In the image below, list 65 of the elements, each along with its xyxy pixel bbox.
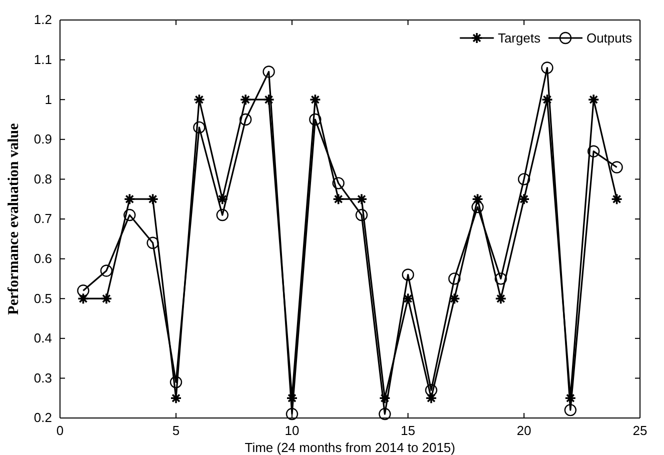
x-tick-label: 5 bbox=[172, 423, 180, 438]
point bbox=[356, 208, 368, 222]
x-axis-title: Time (24 months from 2014 to 2015) bbox=[244, 440, 456, 455]
point bbox=[588, 145, 600, 158]
point bbox=[193, 94, 206, 106]
point bbox=[146, 236, 159, 249]
y-tick-label: 0.8 bbox=[34, 171, 52, 186]
point bbox=[425, 392, 438, 404]
point bbox=[100, 264, 112, 277]
x-tick-label: 10 bbox=[284, 423, 300, 438]
y-axis-title: Performance evaluation value bbox=[6, 122, 22, 315]
point bbox=[309, 94, 322, 106]
point bbox=[124, 193, 136, 205]
point bbox=[216, 193, 228, 205]
point bbox=[610, 161, 623, 174]
point bbox=[541, 62, 554, 74]
y-tick-label: 1.2 bbox=[34, 12, 52, 28]
point bbox=[402, 292, 414, 304]
point bbox=[240, 113, 252, 126]
y-tick-label: 0.9 bbox=[34, 132, 52, 147]
point bbox=[518, 193, 530, 205]
point bbox=[146, 193, 159, 205]
point bbox=[402, 268, 414, 281]
y-tick-label: 0.3 bbox=[34, 370, 52, 386]
x-tick-label: 25 bbox=[632, 423, 648, 438]
y-tick-label: 0.6 bbox=[34, 250, 52, 266]
point bbox=[472, 193, 484, 205]
x-tick-label: 20 bbox=[516, 423, 532, 438]
point bbox=[309, 113, 322, 126]
x-tick-label: 15 bbox=[400, 423, 416, 438]
y-tick-label: 0.7 bbox=[34, 211, 52, 226]
point bbox=[286, 408, 298, 420]
point bbox=[193, 121, 206, 134]
point bbox=[378, 392, 391, 404]
point bbox=[494, 272, 507, 285]
y-tick-label: 1 bbox=[44, 92, 52, 107]
legend-label: Outputs bbox=[586, 30, 632, 46]
point bbox=[332, 193, 344, 205]
point bbox=[518, 173, 530, 186]
point bbox=[240, 94, 252, 106]
point bbox=[170, 376, 182, 388]
point bbox=[378, 408, 391, 420]
point bbox=[425, 384, 438, 396]
y-tick-label: 0.4 bbox=[34, 330, 52, 346]
point bbox=[472, 200, 484, 214]
point bbox=[216, 208, 228, 222]
legend-label: Targets bbox=[498, 30, 541, 46]
point bbox=[610, 193, 623, 205]
point bbox=[494, 292, 507, 304]
y-tick-label: 0.2 bbox=[34, 410, 52, 426]
point bbox=[262, 94, 275, 106]
point bbox=[448, 272, 460, 285]
point bbox=[588, 94, 600, 106]
point bbox=[448, 292, 460, 304]
point bbox=[124, 208, 136, 222]
x-tick-label: 0 bbox=[56, 423, 64, 438]
point bbox=[356, 193, 368, 205]
point bbox=[541, 94, 554, 106]
point bbox=[100, 292, 112, 304]
point bbox=[262, 66, 275, 78]
y-tick-label: 1.1 bbox=[34, 52, 52, 67]
point bbox=[77, 284, 90, 297]
point bbox=[332, 177, 344, 190]
point bbox=[564, 404, 576, 416]
y-tick-label: 0.5 bbox=[34, 290, 52, 306]
